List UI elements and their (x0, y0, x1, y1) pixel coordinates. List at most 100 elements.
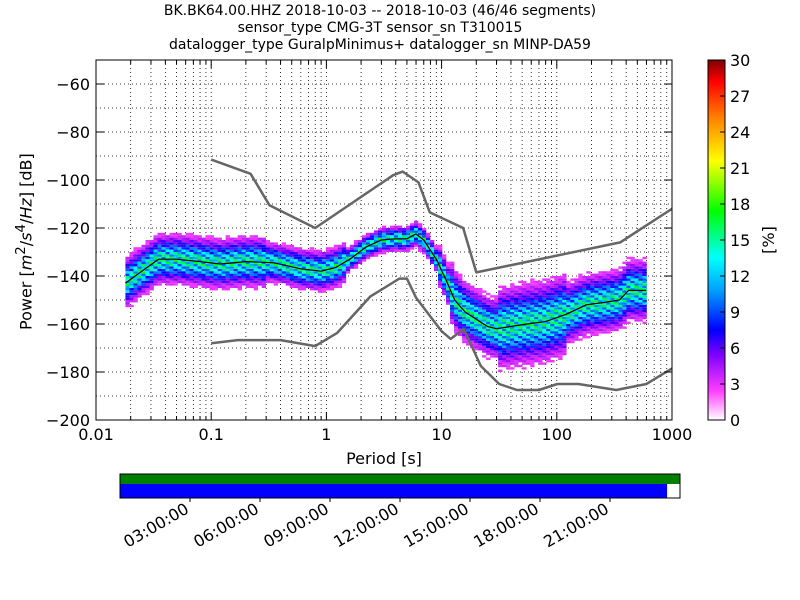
heatmap-cell (522, 321, 527, 324)
heatmap-cell (522, 348, 527, 351)
heatmap-cell (526, 285, 531, 288)
heatmap-cell (586, 285, 591, 288)
heatmap-cell (486, 297, 491, 300)
heatmap-cell (626, 297, 631, 300)
heatmap-cell (622, 316, 627, 320)
heatmap-cell (377, 235, 383, 238)
heatmap-cell (578, 278, 583, 281)
heatmap-cell (397, 247, 403, 250)
heatmap-cell (422, 235, 427, 238)
heatmap-cell (438, 285, 443, 288)
heatmap-cell (462, 304, 467, 308)
heatmap-cell (510, 352, 515, 356)
heatmap-cell (602, 300, 607, 303)
heatmap-cell (550, 340, 555, 344)
heatmap-cell (542, 352, 547, 356)
heatmap-cell (141, 261, 146, 264)
heatmap-cell (217, 264, 222, 267)
heatmap-cell (578, 312, 583, 315)
heatmap-cell (205, 235, 210, 238)
heatmap-cell (482, 338, 487, 341)
heatmap-cell (522, 292, 527, 296)
heatmap-cell (321, 254, 327, 257)
heatmap-cell (574, 285, 579, 288)
heatmap-cell (141, 254, 146, 257)
heatmap-cell (277, 266, 283, 269)
heatmap-cell (165, 244, 170, 248)
heatmap-cell (265, 256, 270, 260)
heatmap-cell (506, 316, 511, 320)
heatmap-cell (377, 230, 383, 233)
heatmap-cell (305, 273, 311, 276)
heatmap-cell (578, 285, 583, 288)
heatmap-cell (626, 307, 631, 310)
heatmap-cell (514, 292, 519, 296)
heatmap-cell (526, 336, 531, 339)
heatmap-cell (173, 278, 178, 281)
heatmap-cell (514, 350, 519, 353)
heatmap-cell (590, 273, 595, 276)
heatmap-cell (502, 316, 507, 320)
heatmap-cell (417, 240, 423, 243)
heatmap-cell (462, 316, 467, 320)
heatmap-cell (413, 242, 419, 245)
heatmap-cell (614, 326, 619, 329)
heatmap-cell (325, 259, 331, 262)
heatmap-cell (642, 309, 647, 312)
heatmap-cell (297, 256, 303, 260)
heatmap-cell (401, 235, 407, 238)
noise-models (210, 158, 672, 392)
heatmap-cell (546, 283, 551, 286)
heatmap-cell (638, 302, 643, 305)
heatmap-cell (578, 324, 583, 327)
heatmap-cell (241, 242, 246, 245)
heatmap-cell (554, 355, 559, 358)
heatmap-cell (518, 297, 523, 300)
heatmap-cell (454, 319, 459, 322)
heatmap-cell (506, 343, 511, 346)
heatmap-cell (534, 326, 539, 329)
heatmap-cell (333, 285, 339, 288)
heatmap-cell (257, 244, 262, 248)
heatmap-cell (538, 288, 543, 291)
heatmap-cell (213, 268, 218, 272)
heatmap-cell (217, 276, 222, 279)
heatmap-cell (570, 285, 575, 288)
timeline-tick-label: 03:00:00 (120, 499, 192, 551)
heatmap-cell (233, 237, 238, 240)
heatmap-cell (225, 256, 230, 260)
heatmap-cell (558, 324, 563, 327)
heatmap-cell (498, 285, 503, 288)
heatmap-cell (237, 237, 242, 240)
heatmap-cell (542, 302, 547, 305)
heatmap-cell (542, 345, 547, 348)
heatmap-cell (498, 360, 503, 363)
heatmap-cell (562, 297, 567, 300)
heatmap-cell (169, 244, 174, 248)
heatmap-cell (301, 276, 307, 279)
heatmap-cell (598, 307, 603, 310)
heatmap-cell (241, 247, 246, 250)
heatmap-cell (578, 331, 583, 334)
heatmap-cell (217, 259, 222, 262)
heatmap-cell (514, 297, 519, 300)
heatmap-cell (149, 261, 154, 264)
heatmap-cell (486, 338, 491, 341)
heatmap-cell (237, 256, 242, 260)
heatmap-cell (361, 259, 367, 262)
heatmap-cell (125, 302, 130, 305)
heatmap-cell (221, 240, 226, 243)
heatmap-cell (642, 288, 647, 291)
heatmap-cell (570, 300, 575, 303)
heatmap-cell (570, 283, 575, 286)
heatmap-cell (361, 242, 367, 245)
heatmap-cell (273, 242, 279, 245)
heatmap-cell (237, 254, 242, 257)
heatmap-cell (578, 319, 583, 322)
heatmap-cell (598, 331, 603, 334)
heatmap-cell (506, 295, 511, 298)
heatmap-cell (137, 283, 142, 286)
heatmap-cell (522, 285, 527, 288)
heatmap-cell (462, 312, 467, 315)
heatmap-cell (133, 261, 138, 264)
